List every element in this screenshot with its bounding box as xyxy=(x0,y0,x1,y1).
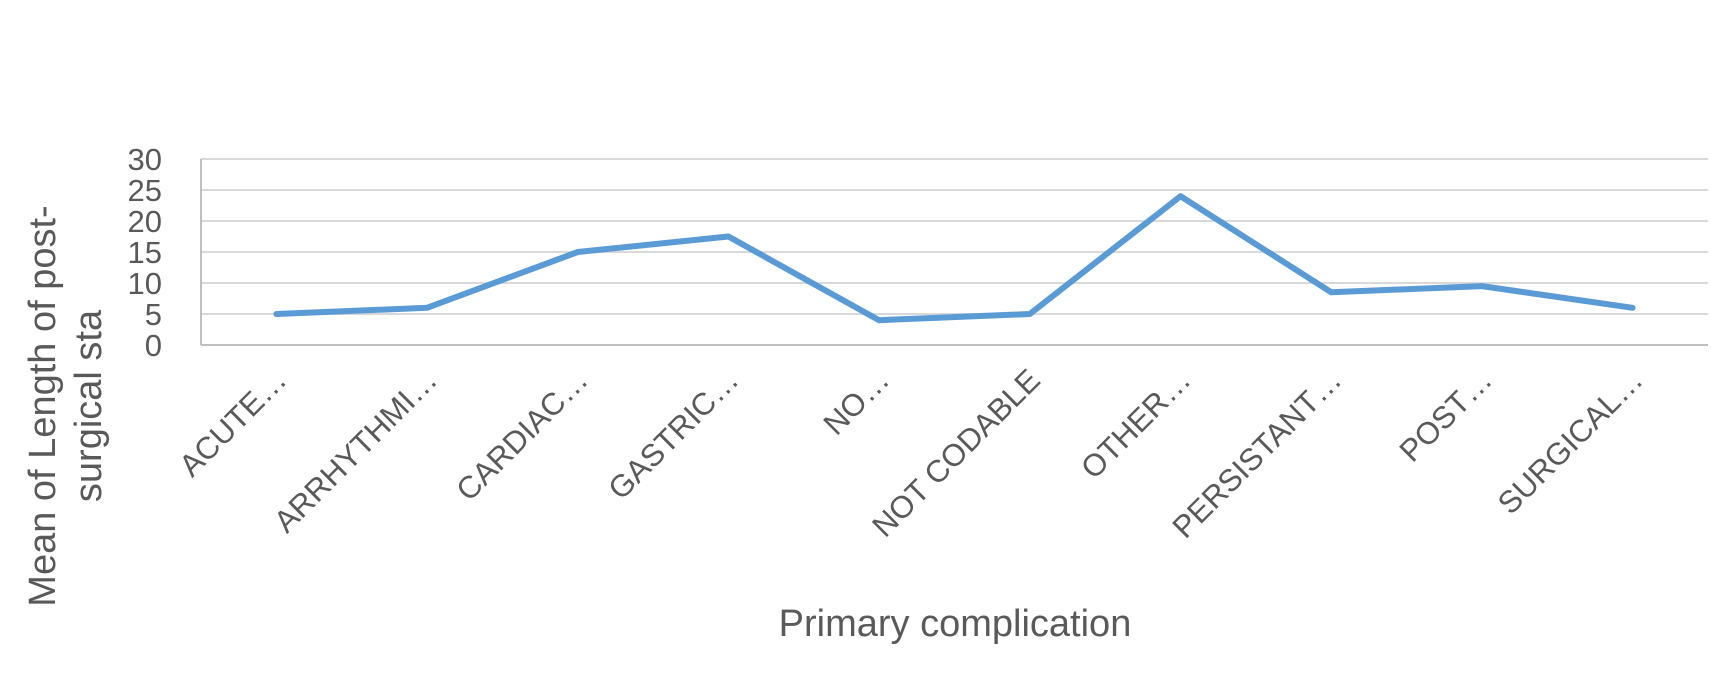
gridlines xyxy=(201,158,1708,315)
y-axis-title-line-2: surgical sta xyxy=(68,309,110,502)
x-category-label: ARRHYTHMI… xyxy=(267,362,444,539)
y-tick-label: 10 xyxy=(128,266,162,301)
x-category-label: POST… xyxy=(1393,362,1499,468)
x-category-label: NO… xyxy=(817,362,897,442)
y-tick-label: 30 xyxy=(128,142,162,177)
y-tick-label: 0 xyxy=(145,328,162,363)
y-tick-label: 20 xyxy=(128,204,162,239)
y-tick-label: 5 xyxy=(145,297,162,332)
y-axis-title: Mean of Length of post- surgical sta xyxy=(22,205,110,606)
series-lines xyxy=(273,193,1636,324)
x-category-label: CARDIAC… xyxy=(449,362,594,507)
x-category-label: GASTRIC… xyxy=(601,362,745,506)
x-axis-category-labels: ACUTE…ARRHYTHMI… CARDIAC… GASTRIC… NO…NOT C… xyxy=(172,362,1649,545)
axes xyxy=(200,159,1708,346)
y-axis-title-line-1: Mean of Length of post- xyxy=(22,205,64,606)
x-axis-title: Primary complication xyxy=(779,603,1132,645)
x-category-label: SURGICAL… xyxy=(1491,362,1650,521)
x-category-label: ACUTE… xyxy=(172,362,293,483)
x-category-label: OTHER… xyxy=(1074,362,1197,485)
series-line xyxy=(273,193,1636,324)
y-tick-label: 15 xyxy=(128,235,162,270)
y-tick-label: 25 xyxy=(128,173,162,208)
